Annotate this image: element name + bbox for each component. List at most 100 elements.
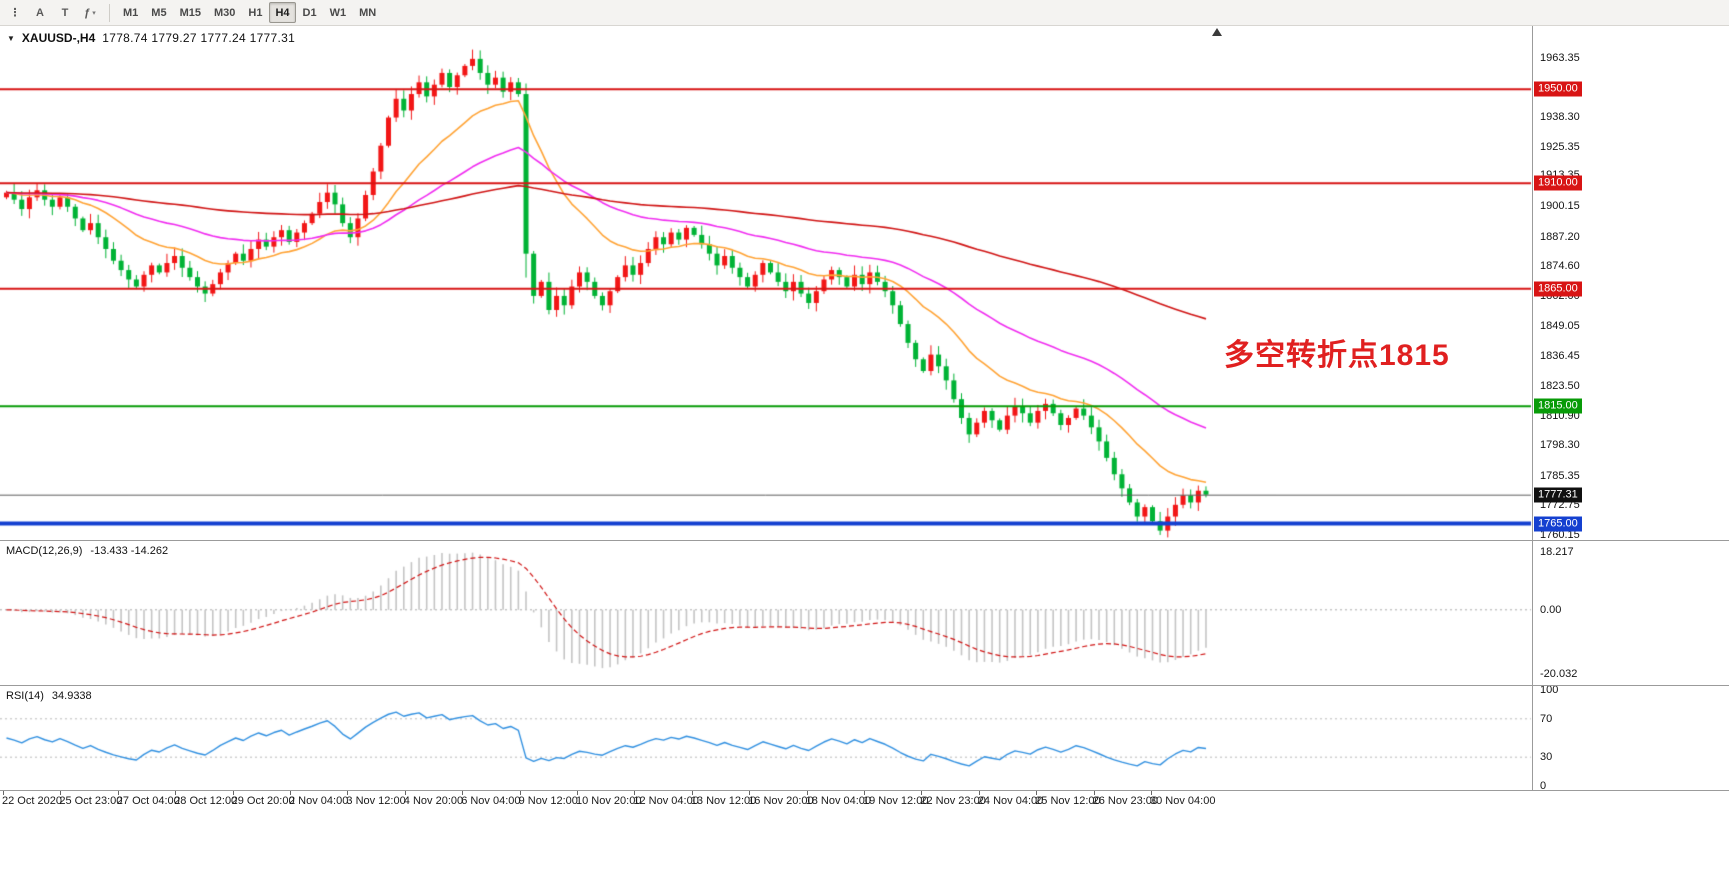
timeframe-button-w1[interactable]: W1 <box>329 6 347 19</box>
level-badge-186500: 1865.00 <box>1534 281 1582 297</box>
time-axis-label: 2 Nov 04:00 <box>289 795 349 807</box>
time-axis-label: 19 Nov 12:00 <box>863 795 929 807</box>
time-axis-tick <box>691 790 693 795</box>
price-scale-tick: 1836.45 <box>1540 349 1580 362</box>
time-axis-label: 9 Nov 12:00 <box>518 795 578 807</box>
rsi-value: 34.9338 <box>51 690 92 702</box>
time-axis-tick <box>290 790 291 795</box>
macd-scale-tick: 18.217 <box>1540 545 1574 558</box>
price-scale-tick: 1887.20 <box>1540 230 1580 243</box>
level-badge-195000: 1950.00 <box>1534 81 1582 97</box>
rsi-indicator-label: RSI(14) 34.9338 <box>6 690 92 702</box>
macd-values: -13.433 -14.262 <box>90 545 169 557</box>
time-axis-label: 25 Nov 12:00 <box>1035 795 1101 807</box>
time-axis-tick <box>462 790 464 795</box>
time-axis-label: 6 Nov 04:00 <box>461 795 521 807</box>
timeframe-button-group: M1 M5 M15 M30 H1 H4 D1 W1 MN <box>117 2 382 23</box>
main-macd-separator[interactable] <box>0 540 1729 541</box>
time-axis-label: 26 Nov 23:00 <box>1092 795 1159 807</box>
time-axis-label: 22 Nov 23:00 <box>920 795 986 807</box>
toolbar-separator <box>109 3 110 22</box>
time-axis[interactable]: 22 Oct 2020 25 Oct 23:00 27 Oct 04:00 28 Oc… <box>0 790 1532 814</box>
time-axis-label: 30 Nov 04:00 <box>1150 795 1216 807</box>
time-axis-tick <box>117 790 119 795</box>
rsi-scale-tick: 100 <box>1540 684 1559 696</box>
dropdown-caret-icon: ▾ <box>92 9 96 17</box>
macd-rsi-separator[interactable] <box>0 685 1729 686</box>
insert-text-a-icon-button[interactable]: A <box>36 6 44 19</box>
level-badge-191000: 1910.00 <box>1534 175 1582 191</box>
price-scale-tick: 1760.15 <box>1540 528 1580 541</box>
timeframe-button-m30[interactable]: M30 <box>213 6 236 19</box>
time-axis-label: 29 Oct 20:00 <box>231 795 295 807</box>
chart-title: ▼ XAUUSD-,H4 1778.74 1779.27 1777.24 177… <box>7 31 295 45</box>
time-axis-label: 28 Oct 12:00 <box>174 795 238 807</box>
macd-name: MACD(12,26,9) <box>6 545 83 557</box>
time-axis-label: 10 Nov 20:00 <box>576 795 642 807</box>
time-axis-label: 25 Oct 23:00 <box>59 795 123 807</box>
price-scale-tick: 1925.35 <box>1540 141 1580 154</box>
time-axis-tick <box>404 790 406 795</box>
time-axis-tick <box>806 790 808 795</box>
rsi-name: RSI(14) <box>6 690 44 702</box>
indicators-icon-button[interactable]: ƒ ▾ <box>84 6 96 19</box>
current-price-badge: 1777.31 <box>1534 487 1582 503</box>
ohlc-values: 1778.74 1779.27 1777.24 1777.31 <box>102 31 296 45</box>
time-axis-tick <box>519 790 521 795</box>
timeframe-button-h4[interactable]: H4 <box>269 2 296 23</box>
chart-annotation-text: 多空转折点1815 <box>1224 339 1450 372</box>
time-axis-tick <box>3 790 4 795</box>
time-axis-tick <box>232 790 234 795</box>
symbol-period-label: XAUUSD-,H4 <box>21 31 96 45</box>
timeframe-button-mn[interactable]: MN <box>359 6 377 19</box>
chart-panes-canvas[interactable] <box>0 26 1532 790</box>
price-scale-tick: 1823.50 <box>1540 380 1580 393</box>
price-scale-tick: 1849.05 <box>1540 320 1580 333</box>
time-axis-label: 12 Nov 04:00 <box>633 795 699 807</box>
time-axis-label: 18 Nov 04:00 <box>805 795 872 807</box>
rsi-scale-tick: 70 <box>1540 712 1553 725</box>
time-axis-tick <box>1151 790 1152 795</box>
macd-indicator-label: MACD(12,26,9) -13.433 -14.262 <box>6 545 168 557</box>
time-axis-tick <box>634 790 636 795</box>
rsi-scale-tick: 30 <box>1540 751 1553 764</box>
timeframe-button-m15[interactable]: M15 <box>179 6 201 19</box>
timeframe-button-m1[interactable]: M1 <box>123 6 139 19</box>
time-axis-label: 27 Oct 04:00 <box>116 795 180 807</box>
time-axis-label: 13 Nov 12:00 <box>690 795 757 807</box>
time-axis-label: 4 Nov 20:00 <box>403 795 464 807</box>
price-scale-tick: 1772.75 <box>1540 499 1580 512</box>
time-axis-tick <box>1036 790 1038 795</box>
time-axis-tick <box>921 790 923 795</box>
time-axis-label: 24 Nov 04:00 <box>977 795 1044 807</box>
timeframe-button-m5[interactable]: M5 <box>151 6 167 19</box>
price-scale[interactable]: 1963.351938.301925.351913.351900.151887.… <box>1532 26 1729 792</box>
level-badge-181500: 1815.00 <box>1534 398 1582 414</box>
timeframe-button-h1[interactable]: H1 <box>248 6 263 19</box>
time-axis-label: 3 Nov 12:00 <box>346 795 406 807</box>
insert-text-t-icon-button[interactable]: T <box>61 6 69 19</box>
macd-scale-tick: -20.032 <box>1540 667 1578 680</box>
level-badge-176500: 1765.00 <box>1534 516 1582 532</box>
time-axis-tick <box>1093 790 1095 795</box>
price-scale-tick: 1874.60 <box>1540 260 1580 273</box>
chart-shift-marker[interactable] <box>1212 28 1222 36</box>
time-axis-tick <box>347 790 349 795</box>
toolbar-handle-icon-button[interactable]: ⋮ <box>9 7 21 19</box>
price-scale-tick: 1900.15 <box>1540 200 1580 213</box>
time-axis-label: 16 Nov 20:00 <box>748 795 814 807</box>
time-axis-tick <box>864 790 865 795</box>
price-scale-tick: 1785.35 <box>1540 469 1580 482</box>
timeframe-button-d1[interactable]: D1 <box>302 6 317 19</box>
time-axis-tick <box>577 790 578 795</box>
price-scale-tick: 1963.35 <box>1540 52 1580 65</box>
macd-scale-tick: 0.00 <box>1540 603 1562 616</box>
rsi-timeaxis-separator <box>0 790 1729 791</box>
rsi-scale-tick: 0 <box>1540 780 1547 792</box>
price-scale-tick: 1798.30 <box>1540 439 1580 452</box>
time-axis-tick <box>60 790 62 795</box>
symbol-dropdown-icon[interactable]: ▼ <box>7 34 15 43</box>
time-axis-tick <box>749 790 751 795</box>
